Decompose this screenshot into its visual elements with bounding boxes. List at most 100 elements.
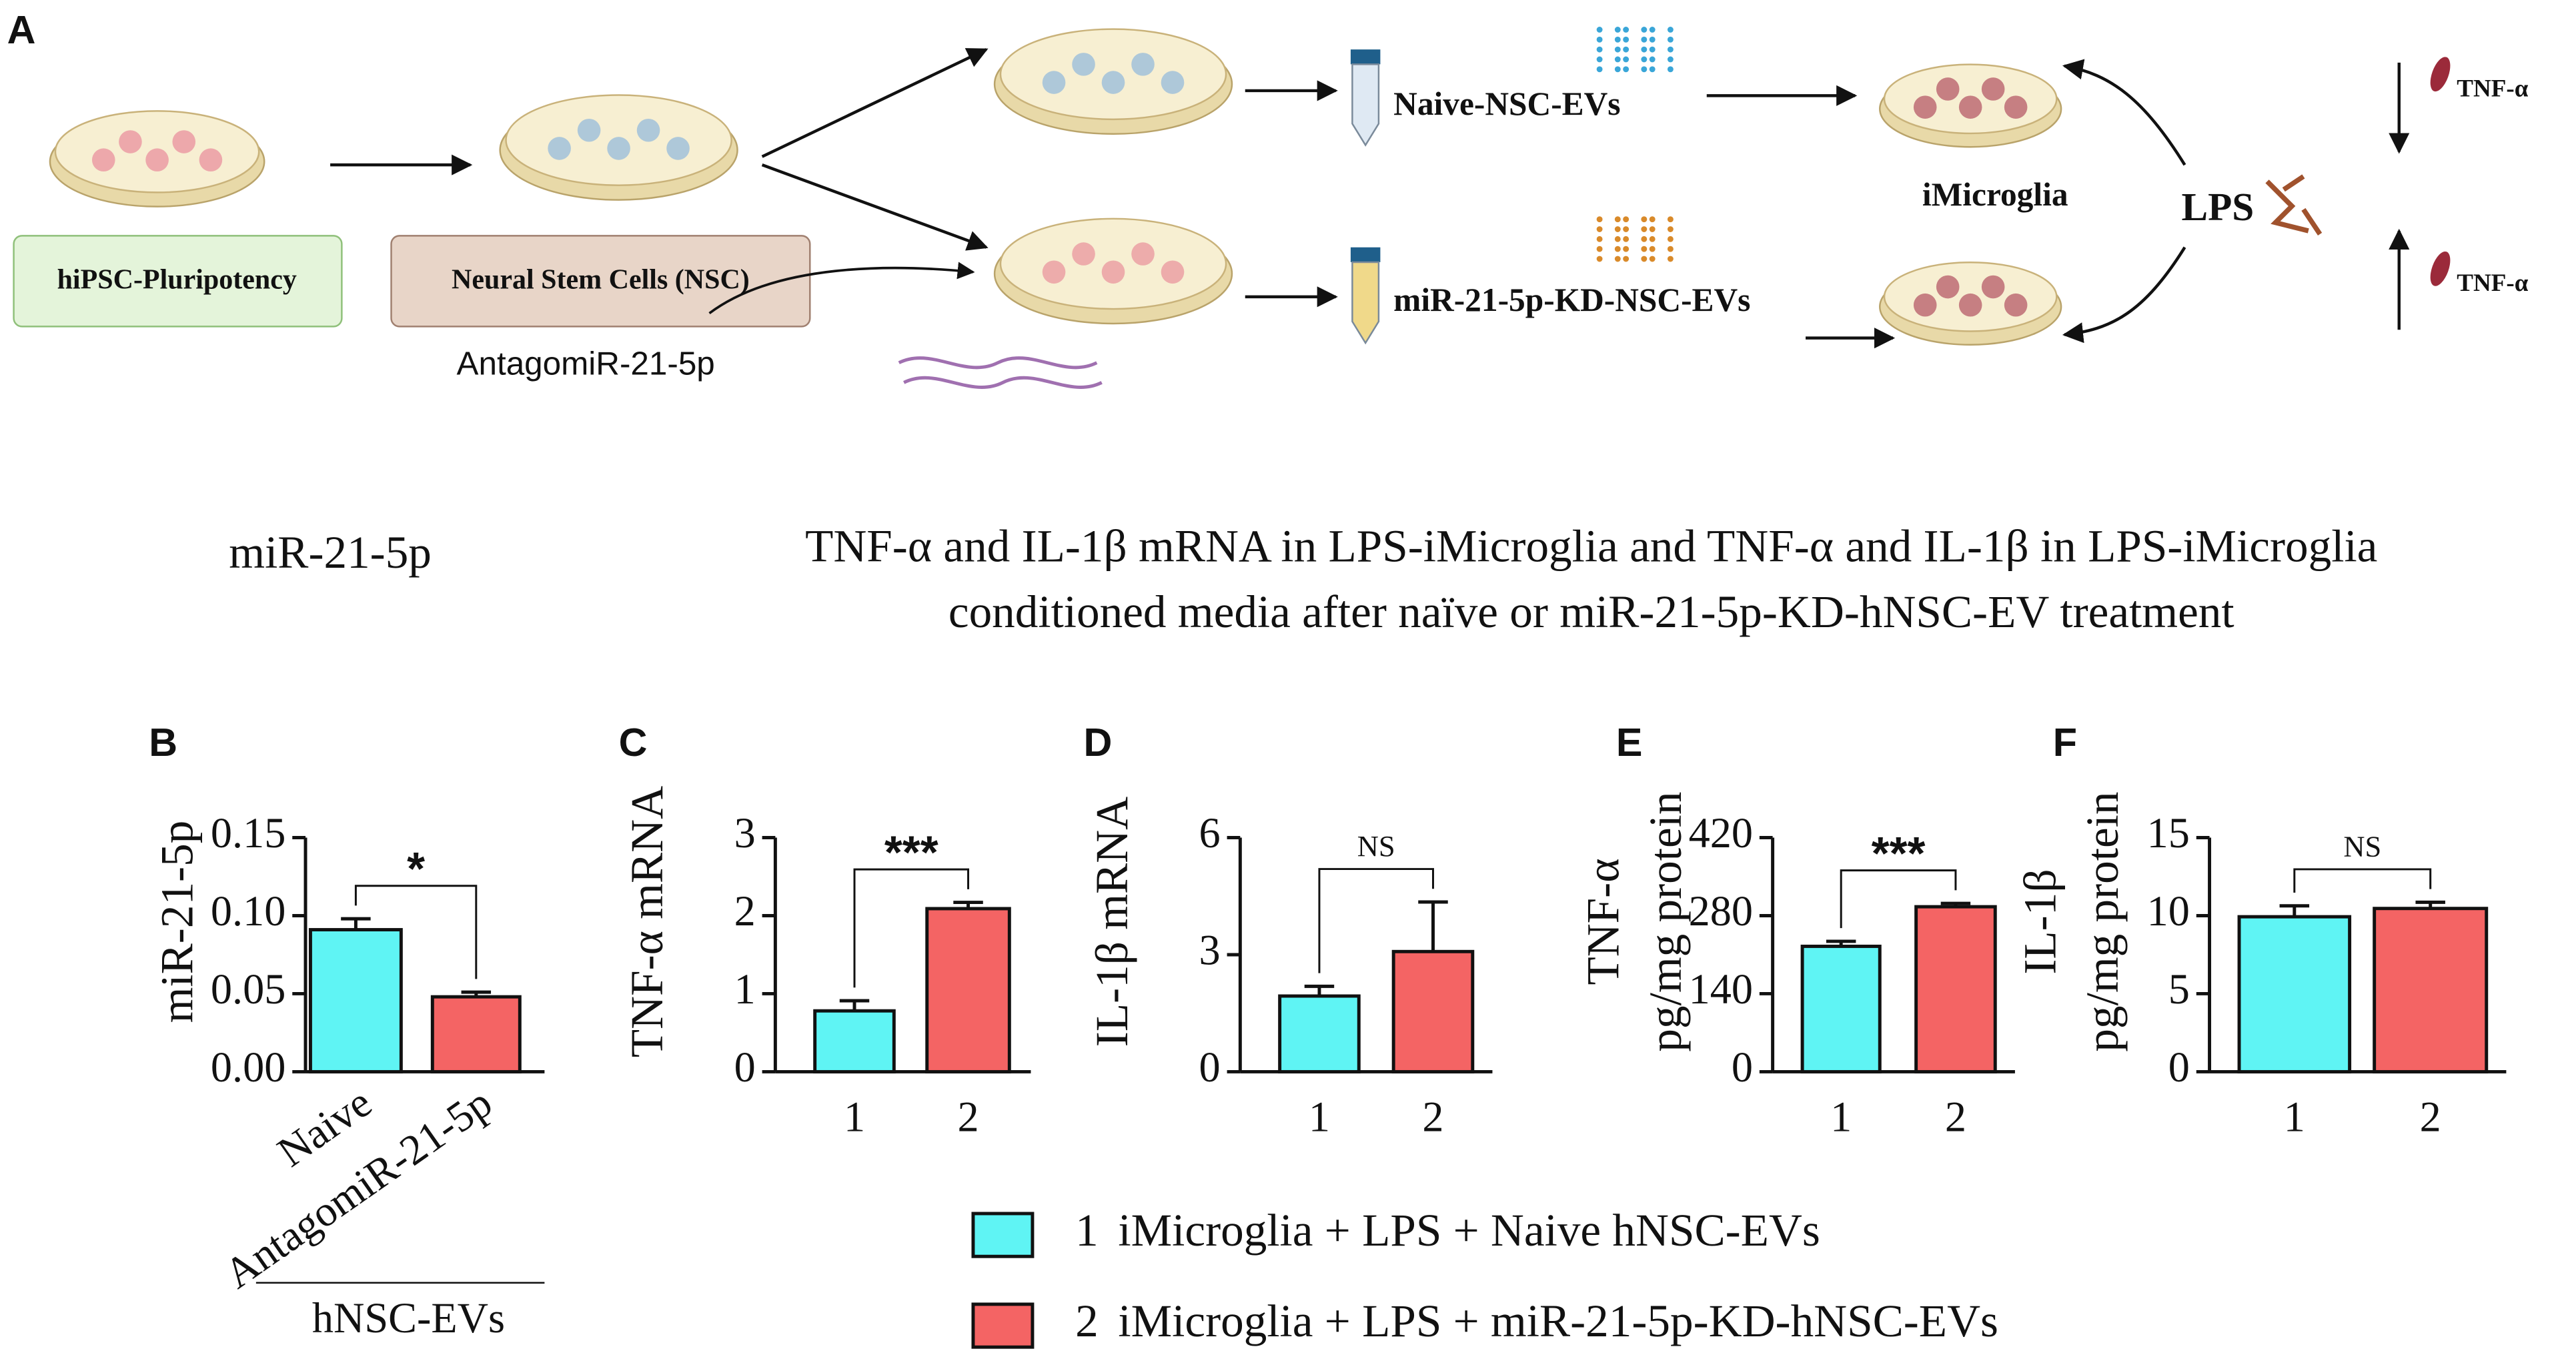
cell: [1101, 71, 1125, 94]
bar: [925, 907, 1011, 1073]
x-tick-label: 2: [2420, 1093, 2441, 1140]
vesicle: [1667, 236, 1674, 242]
y-tick-label: 0: [1732, 1043, 1753, 1091]
y-tick-label: 1: [734, 965, 756, 1013]
cell: [1042, 260, 1066, 284]
ev-label: miR-21-5p-KD-NSC-EVs: [1393, 282, 1750, 318]
vesicle: [1649, 66, 1656, 73]
vesicle: [1614, 36, 1621, 43]
y-tick-label: 0.05: [211, 965, 285, 1013]
vesicle: [1623, 36, 1630, 43]
significance-bracket: [853, 868, 970, 988]
vesicle: [1596, 36, 1603, 43]
vesicle: [1667, 66, 1674, 73]
bar: [1914, 905, 1997, 1073]
y-axis-label: miR-21-5p: [151, 821, 203, 1023]
y-tick-label: 3: [734, 809, 756, 857]
bar: [1800, 944, 1882, 1073]
arrow: [2062, 246, 2186, 344]
cell: [1981, 275, 2005, 299]
cell: [666, 137, 690, 160]
significance-label: ***: [1872, 827, 1926, 879]
vesicle: [1649, 246, 1656, 252]
cell: [607, 137, 630, 160]
x-tick-label: 2: [1945, 1093, 1966, 1140]
vesicle: [1641, 246, 1648, 252]
y-tick-label: 0: [1199, 1043, 1221, 1091]
cell: [145, 148, 169, 172]
bar: [430, 995, 522, 1073]
cell: [1101, 260, 1125, 284]
y-tick-label: 0.10: [211, 887, 285, 935]
x-tick-label: 1: [1309, 1093, 1330, 1140]
cell: [1936, 77, 1960, 101]
bar: [2237, 915, 2352, 1073]
significance-bracket: [1840, 869, 1957, 929]
ev-label: Naive-NSC-EVs: [1393, 85, 1620, 122]
box: [13, 235, 343, 328]
y-axis-label: pg/mg protein: [1640, 791, 1691, 1051]
y-tick-label: 15: [2147, 809, 2190, 857]
bar-chart: F 0 5 10 15 IL-1β pg/mg protein 1 2 NS: [2014, 720, 2507, 1140]
vesicle: [1641, 46, 1648, 53]
vesicle: [1667, 256, 1674, 262]
vesicle: [1614, 256, 1621, 262]
vesicle: [1623, 256, 1630, 262]
bar: [1391, 949, 1475, 1073]
vesicle: [1641, 256, 1648, 262]
cell: [1958, 95, 1982, 119]
y-tick-label: 2: [734, 887, 756, 935]
y-tick-label: 420: [1689, 809, 1753, 857]
legend-marker: 2: [1075, 1295, 1099, 1346]
vesicle: [1614, 226, 1621, 232]
legend-swatch: [971, 1302, 1035, 1349]
vesicle: [1623, 46, 1630, 53]
y-tick-label: 0: [2168, 1043, 2190, 1091]
vesicle: [1596, 216, 1603, 223]
vesicle: [1614, 246, 1621, 252]
significance-bracket: [1318, 868, 1434, 973]
x-tick-label: 2: [957, 1093, 979, 1140]
vesicle: [1667, 27, 1674, 33]
arrow: [708, 262, 975, 315]
cell: [1131, 242, 1155, 266]
section-title: TNF-α and IL-1β mRNA in LPS-iMicroglia a…: [805, 520, 2377, 571]
tube-cap: [1350, 247, 1381, 262]
arrow: [2062, 59, 2186, 166]
significance-bracket: [2293, 868, 2432, 893]
panel-label: A: [7, 7, 36, 52]
bar-chart: B0.000.050.100.15miR-21-5pNaiveAntagomiR…: [149, 720, 545, 1342]
tube: [1351, 261, 1380, 345]
vesicle: [1641, 66, 1648, 73]
cell: [1161, 260, 1185, 284]
panel-label: C: [619, 720, 648, 765]
vesicle: [1641, 236, 1648, 242]
box-label: hiPSC-Pluripotency: [57, 264, 297, 295]
cytokine-label: TNF-α: [2457, 75, 2528, 102]
x-tick-label: 2: [1422, 1093, 1443, 1140]
vesicle: [1641, 216, 1648, 223]
vesicle: [1641, 226, 1648, 232]
vesicle: [1596, 46, 1603, 53]
vesicle: [1667, 36, 1674, 43]
y-tick-label: 0: [734, 1043, 756, 1091]
y-tick-label: 10: [2147, 887, 2190, 935]
vesicle: [1596, 27, 1603, 33]
vesicle: [1667, 56, 1674, 63]
y-axis-label: TNF-α: [1577, 859, 1628, 985]
bar-chart: E 0 140 280 420 TNF-α pg/mg protein 1 2 ***: [1577, 720, 2015, 1140]
protein: [2430, 57, 2451, 92]
box-label: Neural Stem Cells (NSC): [452, 264, 750, 295]
vesicle: [1623, 246, 1630, 252]
group-label: hNSC-EVs: [312, 1294, 505, 1342]
cell: [1958, 293, 1982, 317]
vesicle: [1667, 46, 1674, 53]
panel-label: F: [2053, 720, 2077, 765]
significance-label: *: [407, 843, 425, 895]
y-tick-label: 5: [2168, 965, 2190, 1013]
y-tick-label: 3: [1199, 927, 1221, 974]
cell: [2004, 95, 2028, 119]
vesicle: [1649, 36, 1656, 43]
y-axis-label: TNF-α mRNA: [621, 786, 672, 1057]
cell: [1161, 71, 1185, 94]
